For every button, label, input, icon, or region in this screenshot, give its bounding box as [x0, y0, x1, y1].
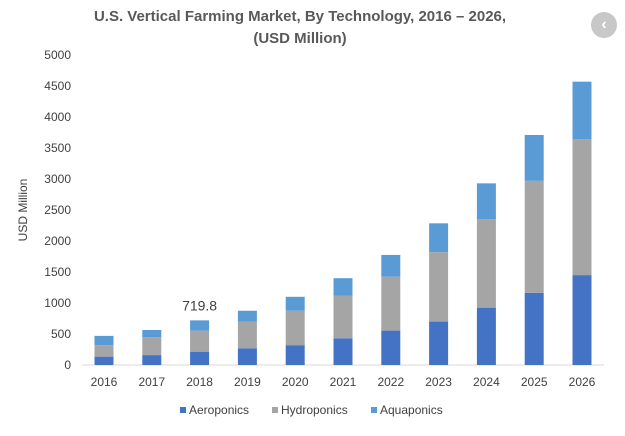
- y-tick-label: 3000: [44, 172, 71, 186]
- chart-subtitle: (USD Million): [253, 30, 347, 47]
- y-tick-label: 5000: [44, 48, 71, 62]
- bar-hydroponics-2021: [333, 295, 353, 339]
- bar-hydroponics-2019: [237, 321, 257, 349]
- bar-hydroponics-2020: [285, 310, 305, 346]
- x-tick-label: 2020: [282, 375, 309, 389]
- x-tick-label: 2023: [425, 375, 452, 389]
- y-tick-label: 2000: [44, 234, 71, 248]
- chevron-left-icon[interactable]: ‹: [591, 12, 617, 38]
- legend-label-aquaponics: Aquaponics: [380, 403, 443, 417]
- x-tick-label: 2026: [569, 375, 596, 389]
- data-label: 719.8: [182, 297, 217, 313]
- bar-aquaponics-2018: [190, 320, 210, 331]
- bar-hydroponics-2023: [429, 252, 449, 322]
- bar-hydroponics-2025: [524, 180, 544, 293]
- bar-aeroponics-2025: [524, 292, 544, 365]
- bar-aeroponics-2024: [476, 307, 496, 365]
- legend-swatch-hydroponics: [272, 407, 278, 413]
- legend-swatch-aquaponics: [371, 407, 377, 413]
- x-tick-label: 2017: [138, 375, 165, 389]
- bar-hydroponics-2022: [381, 276, 401, 331]
- bar-aeroponics-2016: [94, 356, 114, 365]
- bar-aquaponics-2022: [381, 254, 401, 277]
- bar-aquaponics-2020: [285, 296, 305, 311]
- bar-aeroponics-2021: [333, 338, 353, 365]
- y-tick-label: 1000: [44, 296, 71, 310]
- legend-label-aeroponics: Aeroponics: [189, 403, 249, 417]
- legend-label-hydroponics: Hydroponics: [281, 403, 348, 417]
- legend-swatch-aeroponics: [180, 407, 186, 413]
- bar-hydroponics-2017: [142, 337, 162, 356]
- y-tick-label: 3500: [44, 141, 71, 155]
- bar-aquaponics-2021: [333, 278, 353, 296]
- x-tick-label: 2019: [234, 375, 261, 389]
- bar-aquaponics-2023: [429, 223, 449, 253]
- x-tick-label: 2024: [473, 375, 500, 389]
- y-tick-label: 4500: [44, 79, 71, 93]
- bar-aquaponics-2017: [142, 329, 162, 338]
- x-tick-label: 2022: [377, 375, 404, 389]
- bar-aeroponics-2020: [285, 345, 305, 365]
- y-tick-label: 4000: [44, 110, 71, 124]
- bar-aquaponics-2026: [572, 81, 592, 140]
- bar-aeroponics-2023: [429, 321, 449, 365]
- bar-aquaponics-2019: [237, 310, 257, 322]
- bar-aquaponics-2016: [94, 335, 114, 346]
- bar-aeroponics-2018: [190, 351, 210, 365]
- x-tick-label: 2018: [186, 375, 213, 389]
- y-tick-label: 500: [51, 327, 71, 341]
- bar-aeroponics-2017: [142, 355, 162, 365]
- chart-title: U.S. Vertical Farming Market, By Technol…: [93, 8, 507, 25]
- bar-aeroponics-2019: [237, 348, 257, 365]
- x-tick-label: 2016: [91, 375, 118, 389]
- x-tick-label: 2021: [330, 375, 357, 389]
- bar-hydroponics-2016: [94, 345, 114, 357]
- y-tick-label: 2500: [44, 203, 71, 217]
- bar-hydroponics-2024: [476, 219, 496, 308]
- y-tick-label: 0: [64, 358, 71, 372]
- bar-aeroponics-2022: [381, 330, 401, 365]
- bar-aquaponics-2024: [476, 183, 496, 220]
- bar-hydroponics-2018: [190, 330, 210, 352]
- y-axis-label: USD Million: [16, 179, 30, 242]
- y-tick-label: 1500: [44, 265, 71, 279]
- bar-hydroponics-2026: [572, 139, 592, 276]
- bar-aquaponics-2025: [524, 134, 544, 181]
- x-tick-label: 2025: [521, 375, 548, 389]
- bar-aeroponics-2026: [572, 275, 592, 365]
